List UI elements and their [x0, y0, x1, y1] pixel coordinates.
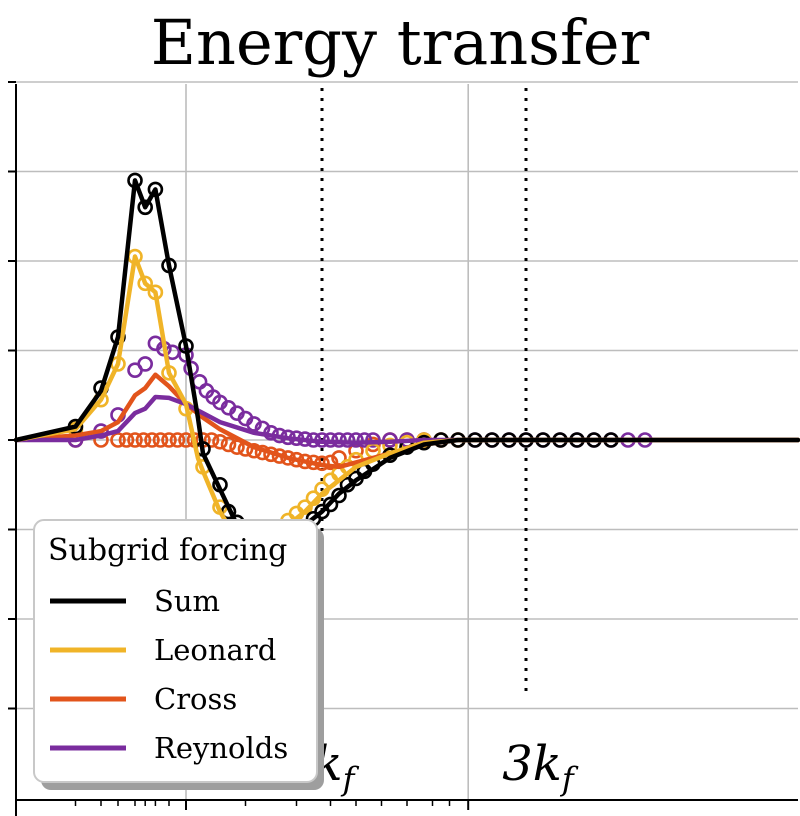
vline-label-1: 3kf	[502, 736, 579, 798]
axes	[8, 81, 798, 816]
legend-entries: Sum Leonard Cross Reynolds	[50, 584, 288, 765]
data-point-leonard-4	[137, 275, 153, 292]
data-point-cross-7	[152, 432, 169, 448]
data-point-cross-27	[322, 454, 339, 471]
data-point-cross-2	[110, 432, 126, 448]
legend-title: Subgrid forcing	[48, 533, 287, 568]
data-point-cross-3	[118, 432, 135, 448]
data-point-reynolds-17	[246, 416, 262, 432]
legend-box	[33, 519, 318, 783]
data-point-cross-13	[203, 432, 220, 448]
data-point-sum-22	[322, 496, 339, 513]
legend-label-cross: Cross	[154, 682, 237, 716]
chart-title: Energy transfer	[151, 6, 650, 79]
legend: Subgrid forcing Sum Leonard Cross Reynolds	[33, 519, 324, 790]
series-layer	[13, 172, 800, 556]
data-point-reynolds-29	[348, 432, 364, 448]
data-point-reynolds-30	[356, 432, 373, 448]
data-point-cross-15	[220, 436, 237, 453]
legend-label-sum: Sum	[154, 584, 220, 618]
data-point-cross-6	[144, 432, 160, 448]
data-point-sum-4	[137, 199, 153, 216]
data-point-sum-23	[331, 487, 347, 504]
data-point-cross-28	[331, 450, 347, 466]
data-point-cross-5	[135, 432, 152, 448]
data-point-cross-9	[169, 432, 186, 448]
data-point-reynolds-4	[137, 356, 153, 372]
legend-label-reynolds: Reynolds	[154, 731, 288, 765]
data-point-cross-8	[161, 432, 177, 448]
data-point-reynolds-28	[339, 432, 356, 448]
data-point-cross-4	[127, 432, 143, 448]
series-reynolds	[67, 335, 653, 448]
legend-label-leonard: Leonard	[154, 633, 276, 667]
data-point-reynolds-10	[191, 374, 208, 390]
data-point-cross-14	[212, 433, 228, 450]
